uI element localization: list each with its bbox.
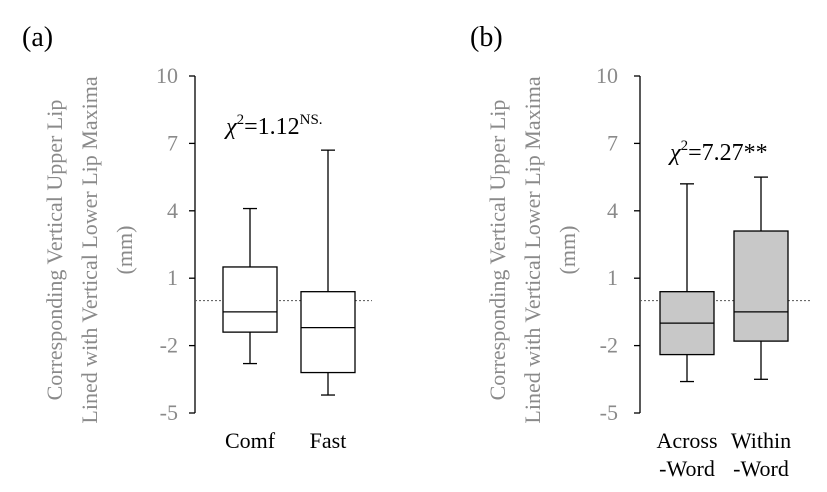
category-label: Across xyxy=(656,428,717,453)
y-axis-label-b-line1: Corresponding Vertical Upper Lip xyxy=(485,100,510,401)
chi-superscript-b: 2 xyxy=(681,138,689,154)
y-tick-label: -5 xyxy=(160,400,178,425)
chi-value-b: =7.27** xyxy=(688,140,768,166)
y-tick-label: 7 xyxy=(167,130,178,155)
y-tick-label: -2 xyxy=(160,333,178,358)
categories-a: Comf Fast xyxy=(225,428,346,453)
y-ticks-a: 10 7 4 1 -2 -5 xyxy=(156,63,196,425)
y-axis-label-b-line3: (mm) xyxy=(555,226,580,275)
categories-b: Across -Word Within -Word xyxy=(656,428,791,481)
y-axis-label-a-line1: Corresponding Vertical Upper Lip xyxy=(42,100,67,401)
chi-symbol-b: χ xyxy=(668,140,682,166)
chi-symbol-a: χ xyxy=(224,114,238,140)
box-plot xyxy=(300,149,356,396)
panel-label-a: (a) xyxy=(22,22,53,53)
panel-label-b: (b) xyxy=(470,22,503,53)
chi-square-annotation-a: χ2=1.12NS. xyxy=(224,112,323,140)
y-tick-label: 1 xyxy=(607,265,618,290)
chi-value-a: =1.12 xyxy=(244,114,300,140)
y-axis-label-b-line2: Lined with Vertical Lower Lip Maxima xyxy=(520,76,545,423)
chi-square-annotation-b: χ2=7.27** xyxy=(668,138,768,166)
y-ticks-b: 10 7 4 1 -2 -5 xyxy=(596,63,641,425)
y-tick-label: -2 xyxy=(600,333,618,358)
category-label: -Word xyxy=(659,456,715,481)
y-tick-label: 4 xyxy=(607,198,618,223)
chi-superscript-a: 2 xyxy=(237,112,245,128)
boxes-b xyxy=(640,176,810,383)
box-iqr xyxy=(300,291,356,374)
y-axis-label-a-line3: (mm) xyxy=(112,226,137,275)
boxes-a xyxy=(195,149,372,396)
box-iqr xyxy=(733,230,789,342)
y-tick-label: 1 xyxy=(167,265,178,290)
panel-b: (b) Corresponding Vertical Upper Lip Lin… xyxy=(470,22,810,481)
category-label: Fast xyxy=(310,428,347,453)
category-label: Within xyxy=(731,428,791,453)
y-tick-label: 7 xyxy=(607,130,618,155)
box-plot xyxy=(222,207,278,365)
significance-a: NS. xyxy=(300,112,323,128)
box-iqr xyxy=(222,266,278,333)
category-label: -Word xyxy=(733,456,789,481)
y-axis-label-a-line2: Lined with Vertical Lower Lip Maxima xyxy=(77,76,102,423)
box-plot xyxy=(733,176,789,380)
y-tick-label: -5 xyxy=(600,400,618,425)
panel-a: (a) Corresponding Vertical Upper Lip Lin… xyxy=(22,22,372,453)
y-tick-label: 10 xyxy=(156,63,178,88)
y-tick-label: 10 xyxy=(596,63,618,88)
category-label: Comf xyxy=(225,428,276,453)
box-plot xyxy=(659,183,715,383)
y-tick-label: 4 xyxy=(167,198,178,223)
